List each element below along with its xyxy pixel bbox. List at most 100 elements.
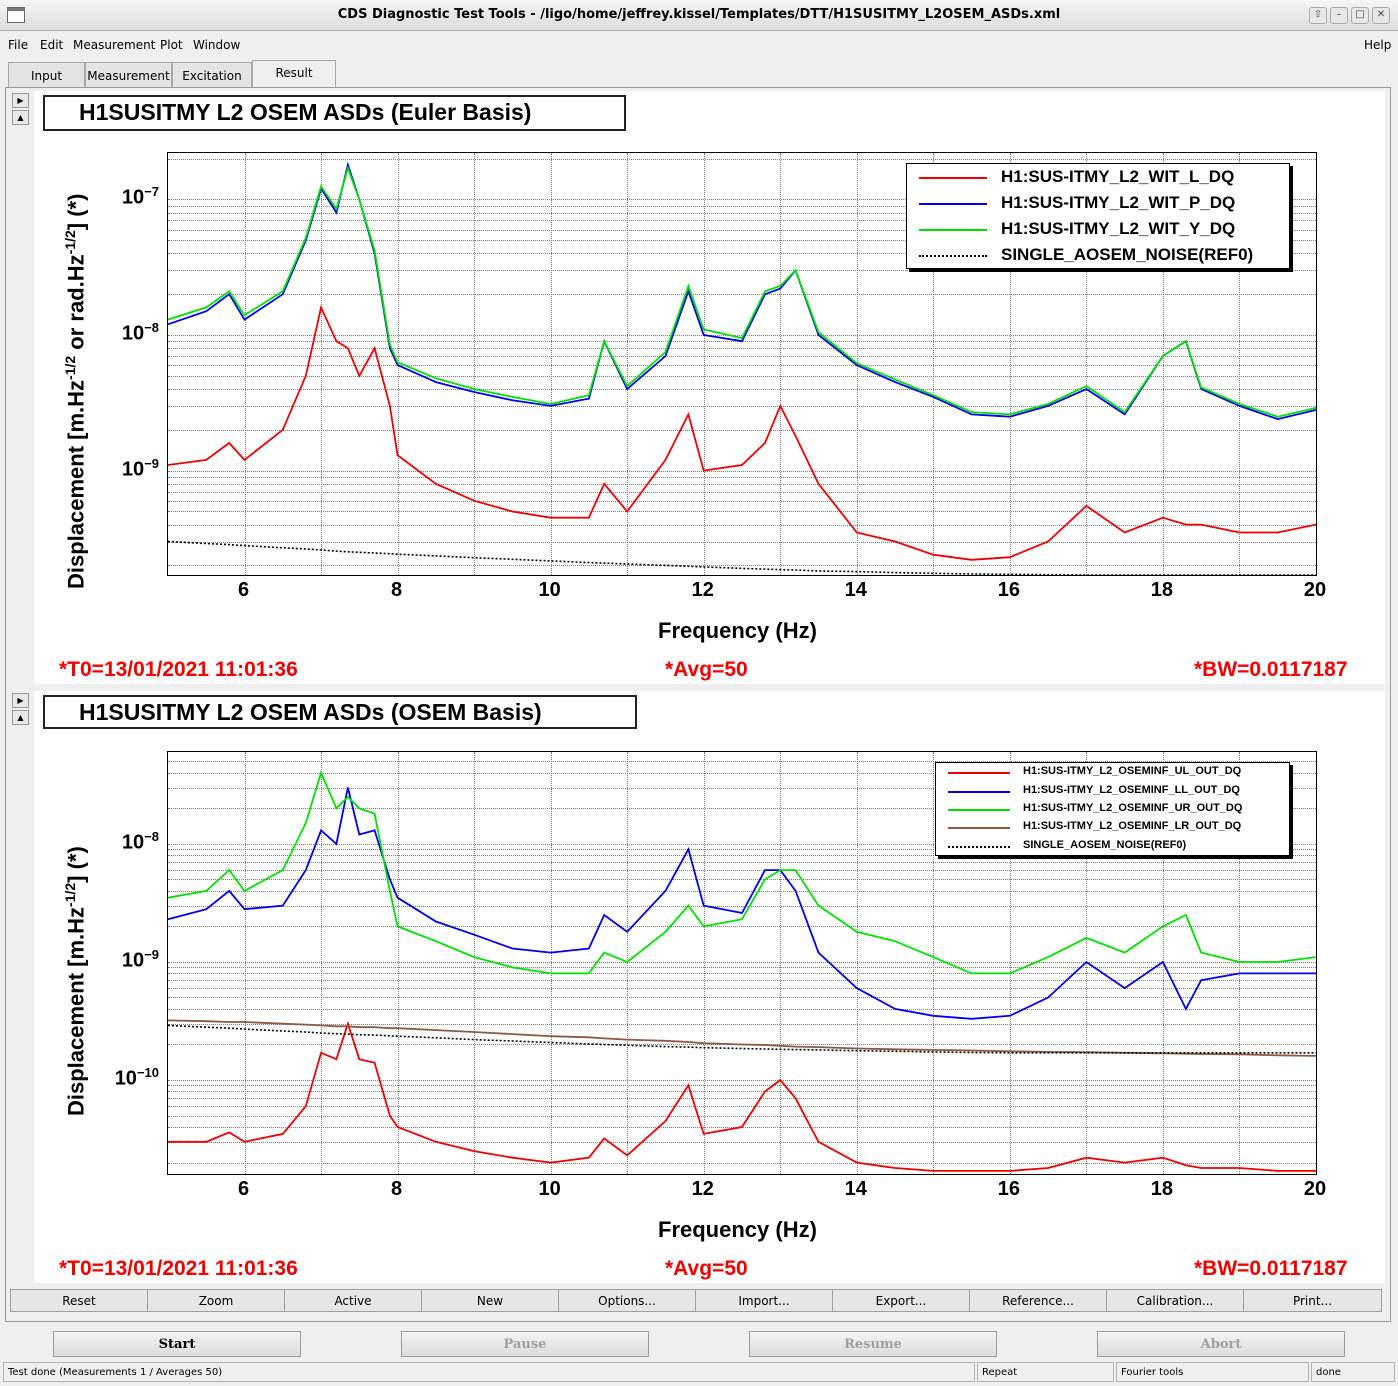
- menu-measurement[interactable]: Measurement: [73, 38, 156, 52]
- graph-title: H1SUSITMY L2 OSEM ASDs (OSEM Basis): [43, 695, 637, 729]
- y-axis-label: Displacement [m.Hz-1/2 or rad.Hz-1/2] (*…: [62, 194, 89, 589]
- grid-line-horizontal: [168, 199, 1316, 201]
- grid-line-horizontal: [168, 808, 1316, 810]
- legend-swatch: [948, 772, 1010, 775]
- x-tick-label: 20: [1303, 579, 1327, 601]
- grid-line-horizontal: [168, 980, 1316, 982]
- x-tick-label: 8: [391, 579, 403, 601]
- tab-excitation[interactable]: Excitation: [172, 62, 252, 87]
- resume-button[interactable]: Resume: [749, 1331, 997, 1357]
- grid-line-horizontal: [168, 772, 1316, 774]
- grid-line-vertical: [703, 153, 705, 575]
- series-line: [168, 540, 1316, 575]
- grid-line-vertical: [474, 153, 476, 575]
- grid-line-horizontal: [168, 855, 1316, 857]
- menu-edit[interactable]: Edit: [40, 38, 64, 52]
- y-tick-label: 10−7: [97, 184, 159, 210]
- window-shade-icon[interactable]: ⇧: [1309, 7, 1327, 24]
- grid-line-horizontal: [168, 1008, 1316, 1010]
- tab-measurement[interactable]: Measurement: [85, 62, 172, 87]
- y-axis-label-part: Displacement [m.Hz: [63, 906, 89, 1116]
- x-tick-label: 18: [1150, 579, 1174, 601]
- t0-label: *T0=13/01/2021 11:01:36: [59, 1257, 298, 1280]
- y-tick-exponent: −10: [136, 1065, 159, 1081]
- grid-line-vertical: [1009, 153, 1011, 575]
- window-titlebar: CDS Diagnostic Test Tools - /ligo/home/j…: [0, 0, 1398, 31]
- x-axis-label: Frequency (Hz): [658, 1217, 817, 1242]
- x-tick-label: 10: [538, 579, 561, 601]
- x-tick-label: 10: [538, 1178, 561, 1200]
- pause-button[interactable]: Pause: [401, 1331, 649, 1357]
- x-tick-label: 12: [691, 579, 714, 601]
- grid-line-vertical: [321, 153, 323, 575]
- grid-line-vertical: [244, 752, 246, 1174]
- y-axis-label-part: Displacement [m.Hz: [63, 379, 89, 589]
- grid-line-vertical: [780, 153, 782, 575]
- legend-swatch: [948, 808, 1010, 811]
- grid-line-horizontal: [168, 1115, 1316, 1117]
- start-button[interactable]: Start: [53, 1331, 301, 1357]
- reference-button[interactable]: Reference...: [969, 1289, 1107, 1312]
- y-axis-label-part: or rad.Hz: [63, 254, 89, 356]
- tab-input[interactable]: Input: [8, 62, 85, 87]
- export-button[interactable]: Export...: [832, 1289, 970, 1312]
- legend-entry: H1:SUS-ITMY_L2_WIT_L_DQ: [907, 164, 1289, 190]
- graph-pad-euler[interactable]: H1SUSITMY L2 OSEM ASDs (Euler Basis) 6 8 1…: [34, 91, 1385, 684]
- grid-line-horizontal: [168, 905, 1316, 907]
- x-tick-label: 14: [844, 579, 867, 601]
- grid-line-vertical: [321, 752, 323, 1174]
- grid-line-horizontal: [168, 1106, 1316, 1108]
- status-fourier: Fourier tools: [1116, 1362, 1309, 1382]
- options-button[interactable]: Options...: [558, 1289, 696, 1312]
- series-line: [168, 304, 1316, 561]
- pad1-collapse-arrow-icon[interactable]: ▲: [12, 110, 29, 125]
- calibration-button[interactable]: Calibration...: [1106, 1289, 1244, 1312]
- tab-result[interactable]: Result: [252, 60, 336, 88]
- minimize-icon[interactable]: –: [1330, 7, 1348, 24]
- y-tick-exponent: −9: [144, 455, 159, 471]
- grid-line-vertical: [1239, 153, 1241, 575]
- grid-line-horizontal: [168, 961, 1316, 963]
- menu-window[interactable]: Window: [193, 38, 241, 52]
- y-axis-label: Displacement [m.Hz-1/2] (*): [62, 846, 89, 1116]
- grid-line-horizontal: [168, 862, 1316, 864]
- grid-line-horizontal: [168, 761, 1316, 763]
- y-axis-label-part: ] (*): [63, 846, 89, 883]
- y-tick-exponent: −8: [144, 828, 159, 844]
- menu-file[interactable]: File: [8, 38, 29, 52]
- menu-help[interactable]: Help: [1364, 38, 1392, 52]
- y-tick-exponent: −7: [144, 184, 159, 200]
- avg-label: *Avg=50: [665, 658, 748, 681]
- active-button[interactable]: Active: [284, 1289, 422, 1312]
- reset-button[interactable]: Reset: [10, 1289, 148, 1312]
- print-button[interactable]: Print...: [1243, 1289, 1382, 1312]
- legend-swatch: [919, 203, 987, 205]
- pad1-expand-arrow-icon[interactable]: ▶: [12, 93, 29, 108]
- close-icon[interactable]: ✕: [1372, 7, 1390, 24]
- y-tick-label: 10−8: [97, 829, 159, 855]
- grid-line-vertical: [397, 752, 399, 1174]
- grid-line-horizontal: [168, 294, 1316, 296]
- pad2-expand-arrow-icon[interactable]: ▶: [12, 693, 29, 708]
- zoom-button[interactable]: Zoom: [147, 1289, 285, 1312]
- bw-label: *BW=0.0117187: [1194, 658, 1348, 681]
- grid-line-horizontal: [168, 470, 1316, 472]
- grid-line-vertical: [397, 153, 399, 575]
- grid-line-horizontal: [168, 1141, 1316, 1143]
- abort-button[interactable]: Abort: [1097, 1331, 1345, 1357]
- grid-line-horizontal: [168, 926, 1316, 928]
- pad2-collapse-arrow-icon[interactable]: ▲: [12, 710, 29, 725]
- y-axis-label-exponent: -1/2: [62, 355, 78, 380]
- new-button[interactable]: New: [421, 1289, 559, 1312]
- legend-swatch: [919, 177, 987, 179]
- maximize-icon[interactable]: □: [1351, 7, 1369, 24]
- y-axis-label-part: ] (*): [63, 193, 89, 231]
- series-line: [168, 770, 1316, 975]
- menu-bar: File Edit Measurement Plot Window Help: [0, 31, 1398, 57]
- graph-pad-osem[interactable]: H1SUSITMY L2 OSEM ASDs (OSEM Basis) 6 8 10…: [34, 691, 1385, 1283]
- legend-entry: H1:SUS-ITMY_L2_OSEMINF_LL_OUT_DQ: [936, 781, 1289, 799]
- import-button[interactable]: Import...: [695, 1289, 833, 1312]
- menu-plot[interactable]: Plot: [160, 38, 183, 52]
- legend-entry: H1:SUS-ITMY_L2_OSEMINF_LR_OUT_DQ: [936, 818, 1289, 836]
- graph-title: H1SUSITMY L2 OSEM ASDs (Euler Basis): [43, 95, 626, 131]
